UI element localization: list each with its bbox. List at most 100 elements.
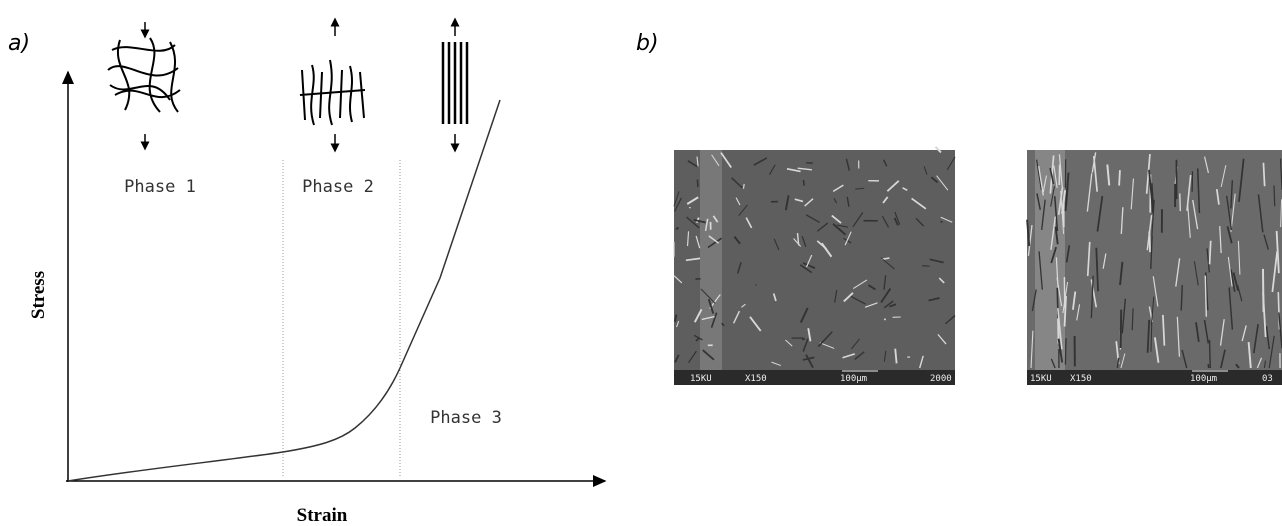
fiber: [1215, 189, 1220, 205]
fiber: [707, 298, 715, 314]
fiber: [1090, 279, 1098, 308]
fiber: [1038, 251, 1043, 290]
fiber: [1219, 226, 1222, 254]
fiber: [1253, 324, 1259, 354]
sem-caption: 15KU: [690, 374, 712, 384]
fiber: [1280, 199, 1282, 228]
fiber: [1146, 319, 1151, 353]
fiber: [1057, 308, 1063, 350]
fiber: [796, 233, 800, 246]
aligned-chains: [441, 42, 469, 124]
fiber: [1225, 195, 1233, 231]
fiber: [1247, 341, 1252, 369]
fiber: [1192, 199, 1199, 230]
fiber: [1062, 281, 1069, 314]
fiber: [1095, 247, 1099, 292]
fiber: [844, 231, 852, 246]
fiber: [695, 337, 700, 342]
fiber: [1035, 159, 1042, 191]
fiber: [731, 177, 743, 189]
fiber: [894, 348, 898, 364]
fiber: [894, 211, 901, 225]
fiber: [1027, 225, 1033, 256]
fiber: [693, 334, 703, 341]
fiber: [1193, 261, 1199, 286]
phase-label: Phase 1: [124, 177, 196, 197]
fiber: [883, 159, 888, 167]
fiber: [883, 300, 894, 309]
tangled-chains: [107, 37, 181, 113]
fiber: [1219, 319, 1225, 346]
fiber: [1153, 337, 1160, 363]
fiber: [772, 293, 777, 302]
fiber: [802, 262, 816, 270]
fiber: [769, 164, 776, 175]
fiber: [695, 235, 701, 249]
fiber: [1257, 194, 1264, 233]
sem-caption: 03: [1262, 374, 1273, 384]
fiber: [1273, 185, 1276, 207]
fiber: [842, 353, 856, 359]
fiber: [938, 277, 945, 284]
fiber: [1118, 170, 1121, 186]
fiber: [816, 240, 827, 250]
phase-label: Phase 3: [430, 408, 502, 428]
fiber: [915, 217, 925, 227]
fiber: [733, 236, 741, 245]
fiber: [886, 180, 900, 192]
fiber: [807, 328, 812, 342]
fiber: [802, 179, 805, 186]
fiber: [688, 350, 697, 364]
fiber: [1196, 168, 1201, 214]
fiber: [735, 197, 741, 206]
fiber: [1241, 325, 1247, 342]
fiber: [749, 316, 762, 332]
fiber: [710, 312, 718, 328]
fiber: [1230, 269, 1236, 292]
fiber: [831, 214, 842, 224]
fiber: [1072, 291, 1077, 310]
fiber: [1106, 164, 1111, 186]
fiber: [799, 264, 813, 274]
fiber: [741, 303, 746, 308]
fiber: [1230, 193, 1236, 232]
fiber: [712, 215, 719, 223]
fiber: [1237, 285, 1243, 302]
fiber: [868, 284, 876, 291]
sem-caption: 100μm: [1190, 374, 1217, 384]
fiber: [1130, 178, 1135, 210]
phase-label: Phase 2: [302, 177, 374, 197]
fiber: [850, 295, 866, 305]
fiber: [1263, 234, 1269, 250]
fiber: [852, 212, 864, 228]
fiber: [1262, 292, 1267, 338]
fiber: [851, 338, 860, 350]
fiber: [687, 160, 698, 168]
fiber: [934, 146, 942, 154]
load-arrows: [140, 17, 460, 153]
fiber: [1235, 363, 1240, 369]
fiber: [742, 183, 745, 189]
fiber: [1227, 256, 1233, 287]
fiber: [1102, 253, 1107, 269]
fiber: [773, 238, 780, 251]
fiber: [1220, 165, 1227, 188]
fiber: [676, 320, 680, 328]
fiber: [804, 198, 814, 207]
sem-caption: X150: [745, 374, 767, 384]
fiber: [1195, 322, 1200, 342]
fiber: [1263, 360, 1266, 369]
fiber: [1180, 285, 1184, 311]
fiber: [883, 275, 887, 290]
fiber: [929, 258, 944, 264]
fiber: [801, 337, 806, 341]
fiber: [674, 354, 680, 363]
fiber: [833, 198, 838, 204]
fiber: [1203, 320, 1210, 344]
fiber: [1230, 180, 1234, 209]
fiber: [944, 315, 956, 325]
fiber: [1150, 323, 1153, 352]
sem-caption: 15KU: [1030, 374, 1052, 384]
y-axis-label: Stress: [28, 271, 49, 319]
fiber: [1186, 174, 1192, 211]
